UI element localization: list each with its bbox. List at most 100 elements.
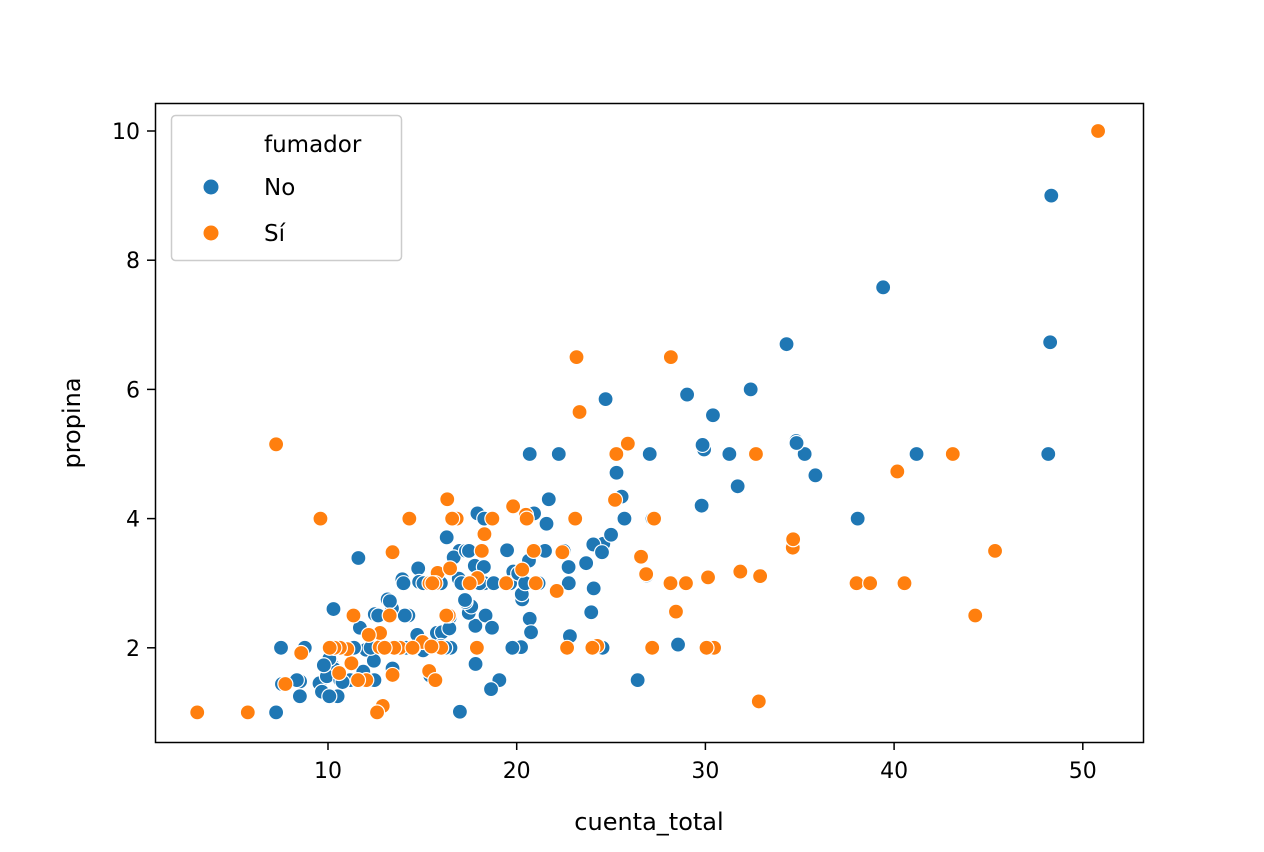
data-point-si <box>848 575 865 592</box>
data-point-no <box>1042 334 1059 351</box>
data-point-si <box>747 445 765 463</box>
legend-title: fumador <box>264 132 362 158</box>
data-point-si <box>343 655 360 672</box>
data-point-si <box>423 638 440 655</box>
data-point-si <box>944 445 961 463</box>
data-point-no <box>381 593 398 610</box>
data-point-si <box>752 567 769 585</box>
data-point-no <box>521 610 538 627</box>
data-point-no <box>875 279 892 296</box>
data-point-no <box>467 617 484 634</box>
legend: fumador No Sí <box>170 114 403 262</box>
data-point-no <box>721 445 738 463</box>
data-point-si <box>667 603 685 620</box>
data-point-no <box>451 703 469 720</box>
data-point-no <box>498 542 516 559</box>
data-point-si <box>785 531 802 548</box>
data-point-no <box>321 688 338 705</box>
data-point-no <box>693 497 710 514</box>
data-point-si <box>889 463 906 480</box>
data-point-no <box>395 575 412 592</box>
axes-frame <box>154 102 1145 744</box>
data-point-si <box>638 566 655 583</box>
data-point-si <box>439 491 456 508</box>
data-point-no <box>704 407 722 424</box>
data-point-si <box>967 607 984 624</box>
data-point-no <box>778 336 795 353</box>
data-point-si <box>381 607 398 624</box>
y-axis: 2 4 6 8 10 <box>112 120 155 662</box>
legend-marker-no <box>202 178 220 196</box>
data-point-no <box>456 591 474 609</box>
data-point-no <box>438 529 455 546</box>
data-point-no <box>560 558 577 576</box>
data-point-si <box>568 349 585 366</box>
data-point-no <box>1043 187 1060 204</box>
data-point-no <box>608 464 625 481</box>
data-point-no <box>522 624 540 641</box>
data-point-no <box>540 491 557 508</box>
data-point-si <box>677 575 695 592</box>
data-point-si <box>1089 122 1107 140</box>
data-point-si <box>277 675 294 693</box>
data-point-no <box>578 555 595 572</box>
data-point-no <box>585 580 602 597</box>
data-point-no <box>291 688 308 705</box>
data-point-si <box>438 607 455 624</box>
data-point-no <box>583 604 600 621</box>
data-point-si <box>662 349 679 366</box>
data-point-si <box>645 510 663 527</box>
data-point-si <box>473 542 490 560</box>
data-point-si <box>345 607 362 624</box>
data-point-no <box>678 386 696 403</box>
data-point-si <box>732 563 749 580</box>
data-point-si <box>384 666 401 684</box>
data-point-si <box>268 436 285 453</box>
data-point-no <box>694 436 711 454</box>
data-point-si <box>368 704 386 721</box>
data-point-si <box>476 526 493 543</box>
data-point-si <box>321 639 338 656</box>
plot-area <box>189 122 1107 721</box>
data-point-no <box>504 639 521 656</box>
data-point-no <box>807 467 824 484</box>
y-tick-label: 2 <box>126 637 140 662</box>
y-tick-label: 8 <box>126 249 140 274</box>
y-axis-label: propina <box>58 377 86 468</box>
data-point-si <box>608 445 625 463</box>
data-point-si <box>468 639 485 656</box>
data-point-si <box>349 671 367 689</box>
data-point-si <box>461 575 478 592</box>
data-point-si <box>527 575 544 592</box>
data-point-no <box>616 510 633 527</box>
data-point-si <box>312 510 329 527</box>
data-point-si <box>662 575 679 592</box>
data-point-no <box>550 445 567 463</box>
data-point-no <box>272 639 290 656</box>
data-point-no <box>268 704 285 721</box>
x-tick-label: 50 <box>1069 759 1097 784</box>
data-point-si <box>401 510 418 527</box>
data-point-si <box>331 664 348 682</box>
data-point-no <box>849 510 866 527</box>
data-point-si <box>699 569 717 586</box>
data-point-si <box>424 575 441 592</box>
data-point-si <box>606 491 624 508</box>
data-point-no <box>796 445 813 463</box>
data-point-no <box>482 681 500 698</box>
data-point-no <box>593 544 611 561</box>
data-point-no <box>788 434 805 452</box>
data-point-si <box>514 561 531 578</box>
data-point-no <box>467 655 484 673</box>
x-axis-label: cuenta_total <box>574 808 723 836</box>
legend-frame <box>170 114 403 262</box>
data-point-si <box>571 403 588 421</box>
data-point-si <box>644 639 661 656</box>
data-point-no <box>597 390 614 408</box>
data-point-no <box>350 549 367 567</box>
data-point-si <box>360 626 377 643</box>
data-point-si <box>518 510 535 527</box>
data-point-no <box>742 381 759 398</box>
data-point-si <box>376 639 393 656</box>
data-point-si <box>498 575 515 592</box>
